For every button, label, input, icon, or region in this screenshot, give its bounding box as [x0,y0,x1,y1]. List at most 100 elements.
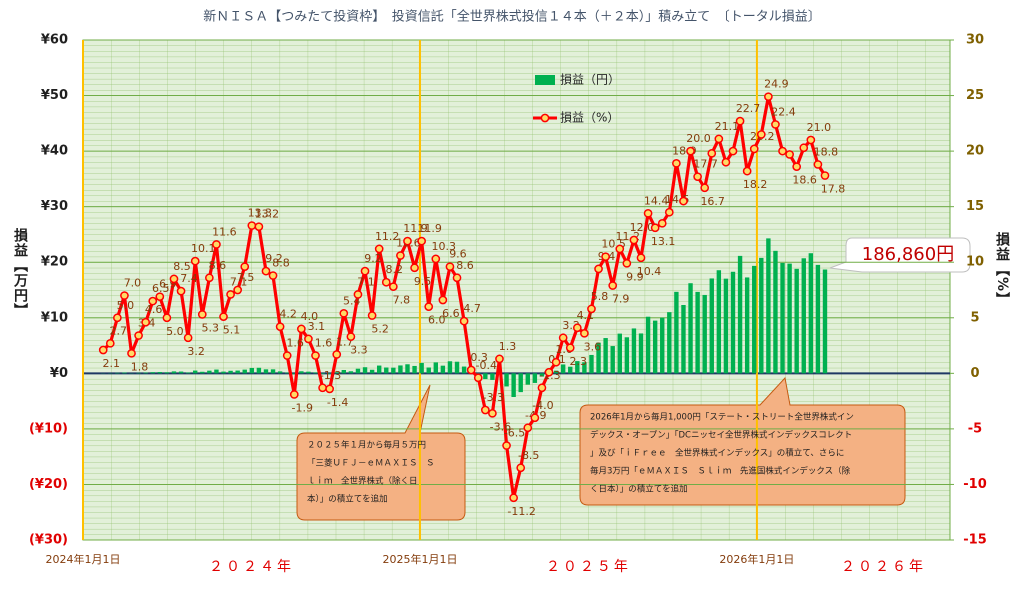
data-label: 20.0 [686,132,711,145]
bar [440,365,446,374]
bar [200,371,205,374]
data-label: -3.6 [490,420,511,433]
legend-swatch [535,75,555,85]
bar [766,238,771,374]
data-label: 8.6 [456,259,474,272]
y-tick-label: ¥60 [41,33,68,48]
bar [518,373,523,393]
data-label: 18.2 [743,178,768,191]
bar [808,253,814,374]
y2-axis-title: 損益【%】 [994,232,1010,308]
line-marker [282,351,292,360]
data-label: 6.0 [428,314,446,327]
data-label: 7.0 [124,277,142,290]
line-marker [254,222,264,232]
data-label: 5.2 [371,323,389,336]
value-callout-label: 186,860円 [862,244,954,265]
line-marker [721,157,731,167]
legend-label: 損益（円） [560,72,620,87]
bar [327,373,332,375]
bar [136,372,141,374]
line-marker [551,357,561,367]
data-label: 8.2 [386,263,404,276]
bar [723,278,729,374]
bar [744,277,750,374]
data-label: 5.8 [591,290,609,303]
line-marker [778,146,787,156]
data-label: 11.2 [375,230,400,243]
data-label: 11.9 [417,222,442,235]
y2-tick-label: 30 [966,33,984,48]
line-marker [339,308,349,318]
y-tick-label: ¥10 [41,310,68,325]
bar [553,370,559,374]
line-marker [431,254,441,264]
y-tick-label: ¥50 [41,88,68,103]
line-marker [141,317,151,327]
data-label: 7.8 [393,294,411,307]
line-marker [608,281,618,290]
year-label: ２０２５年 [546,559,631,575]
line-marker [233,285,243,295]
line-marker [403,236,412,246]
bar [249,367,255,374]
data-label: 6.5 [152,282,170,295]
bar [193,370,198,374]
data-label: 17.7 [693,158,718,171]
y-tick-label: ¥40 [41,144,68,159]
data-label: 5.0 [117,299,135,312]
bar [610,346,615,374]
bar [242,369,247,374]
line-marker [495,354,504,364]
line-marker [410,263,419,273]
value-callout [829,237,971,273]
bar [575,361,580,374]
bar [603,338,608,374]
data-label: 0.3 [470,351,488,364]
line-marker [764,92,773,102]
line-marker [332,350,342,359]
bar [398,365,403,374]
bar [355,368,361,374]
year-label: ２０２４年 [209,559,294,575]
y2-tick-label: -5 [968,421,982,436]
bar [709,278,714,374]
line-marker [197,310,207,319]
y-tick-label: ¥20 [41,255,68,270]
line-marker [297,324,306,334]
bar [320,373,325,375]
line-marker [311,351,320,360]
bar [376,365,382,374]
annotation-text: 「三菱ＵＦＪ－ｅＭＡＸＩＳ Ｓ [307,458,435,469]
bar [702,294,707,374]
bar [221,371,226,374]
bar [405,364,410,374]
year-label: ２０２６年 [841,559,926,575]
bar [348,371,354,374]
data-label: 2.7 [110,324,128,337]
line-marker [417,236,426,246]
line-marker [771,120,780,129]
data-label: 5.3 [202,321,220,334]
line-marker [516,463,526,473]
bar [681,305,686,374]
bar [122,372,127,374]
data-label: 11.9 [403,222,428,235]
line-marker [622,258,632,268]
line-marker [601,252,610,262]
line-marker [714,134,724,144]
annotation-text: ｌｉｍ 全世界株式（除く日 [307,476,418,487]
data-label: 12.0 [630,221,655,234]
bar [794,268,799,374]
bar [447,361,453,374]
annotation-text: 本）」の積立てを追加 [307,494,388,505]
line-marker [544,367,554,377]
bar [638,333,644,374]
bar [150,372,155,374]
line-marker [169,274,179,284]
bar [660,317,665,374]
data-label: 7.1 [230,275,248,288]
bar [362,367,368,374]
bar [631,328,637,374]
line-marker [304,334,313,344]
